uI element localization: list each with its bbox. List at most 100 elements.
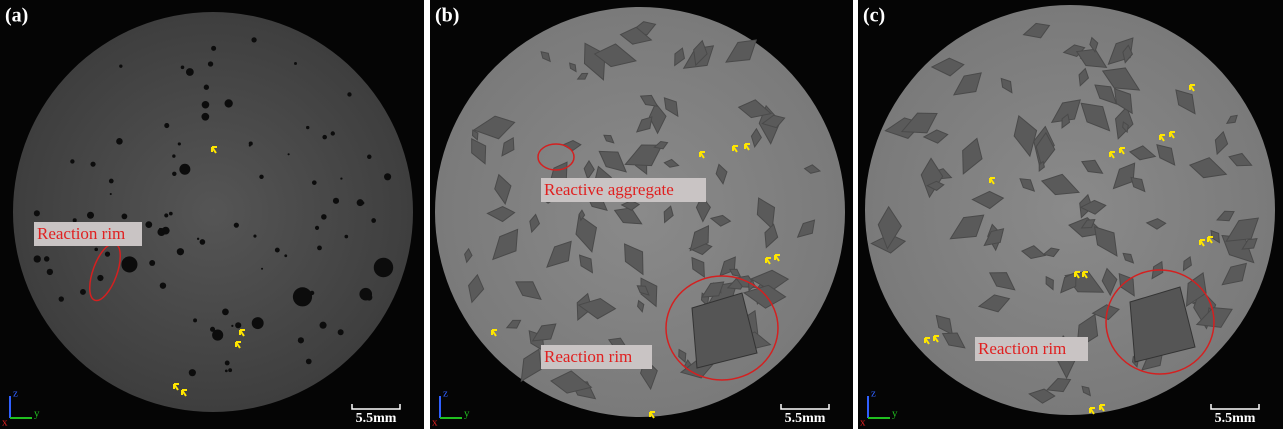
pore	[259, 175, 263, 179]
pore	[172, 154, 175, 157]
pore	[231, 325, 233, 327]
pore	[178, 142, 181, 145]
pore	[338, 329, 344, 335]
axis-y-label: y	[34, 408, 40, 420]
pore	[312, 180, 317, 185]
pore	[315, 226, 319, 230]
pore	[160, 282, 166, 288]
pore	[225, 361, 230, 366]
figure: Reaction rim (a) 5.5mm z y x Reactive aggregat…	[0, 0, 1283, 429]
pore	[202, 101, 210, 109]
panel: Reactive aggregateReaction rim(b)5.5mmzy…	[430, 0, 853, 429]
pore	[87, 212, 94, 219]
specimen	[13, 12, 413, 412]
pore	[97, 275, 103, 281]
pore	[275, 248, 280, 253]
axis-y-label: y	[464, 408, 470, 420]
pore	[177, 248, 184, 255]
pore	[249, 142, 253, 146]
axis-x-label: x	[860, 417, 866, 429]
pore	[321, 214, 327, 220]
axis-x-label: x	[432, 417, 438, 429]
panel-label: (a)	[5, 5, 28, 27]
pore	[371, 218, 376, 223]
pore	[94, 248, 98, 252]
pore	[222, 309, 229, 316]
axis-y-label: y	[892, 408, 898, 420]
pore	[298, 337, 304, 343]
pore	[384, 173, 391, 180]
pore	[197, 238, 199, 240]
pore	[164, 213, 168, 217]
pore	[179, 164, 190, 175]
axis-z-label: z	[443, 388, 448, 400]
pore	[361, 202, 364, 205]
pore	[288, 153, 290, 155]
pore	[193, 318, 197, 322]
pore	[44, 256, 50, 262]
pore	[294, 62, 297, 65]
pore	[186, 68, 194, 76]
axis-z-label: z	[871, 388, 876, 400]
pore	[201, 113, 209, 121]
pore	[47, 269, 53, 275]
pore	[317, 245, 322, 250]
pore	[116, 138, 123, 145]
pore	[73, 218, 77, 222]
pore	[228, 368, 232, 372]
pore	[344, 235, 348, 239]
pore	[210, 327, 215, 332]
pore	[293, 287, 312, 306]
axis-x-label: x	[2, 417, 8, 429]
pore	[320, 322, 327, 329]
pore	[208, 61, 213, 66]
pore	[366, 294, 372, 300]
pore	[149, 260, 155, 266]
pore	[181, 65, 185, 69]
pore	[122, 214, 128, 220]
annotation: Reaction rim	[37, 224, 125, 243]
pore	[252, 317, 264, 329]
pore	[105, 252, 110, 257]
pore	[189, 369, 196, 376]
pore	[306, 359, 312, 365]
pore	[34, 210, 40, 216]
pore	[119, 64, 122, 67]
pore	[374, 258, 393, 277]
pore	[162, 227, 170, 235]
pore	[225, 99, 233, 107]
pore	[145, 221, 152, 228]
pore	[172, 172, 176, 176]
scale-bar-label: 5.5mm	[1215, 411, 1256, 426]
panel: Reaction rim (a) 5.5mm z y x	[0, 0, 424, 429]
pore	[261, 268, 263, 270]
scale-bar-label: 5.5mm	[356, 411, 397, 426]
pore	[59, 296, 64, 301]
axis-z-label: z	[13, 388, 18, 400]
annotation: Reactive aggregate	[544, 180, 674, 199]
pore	[235, 322, 241, 328]
annotation: Reaction rim	[978, 339, 1066, 358]
pore	[347, 92, 351, 96]
pore	[70, 159, 74, 163]
pore	[225, 370, 228, 373]
pore	[253, 235, 256, 238]
pore	[310, 291, 314, 295]
pore	[110, 193, 112, 195]
pore	[234, 223, 239, 228]
pore	[331, 131, 335, 135]
pore	[164, 123, 169, 128]
pore	[284, 254, 287, 257]
pore	[90, 162, 95, 167]
pore	[306, 126, 309, 129]
panel-label: (b)	[435, 5, 459, 27]
pore	[340, 177, 342, 179]
pore	[333, 198, 339, 204]
pore	[251, 37, 256, 42]
pore	[204, 85, 209, 90]
pore	[34, 255, 41, 262]
pore	[200, 239, 206, 245]
scale-bar-label: 5.5mm	[785, 411, 826, 426]
pore	[109, 179, 114, 184]
